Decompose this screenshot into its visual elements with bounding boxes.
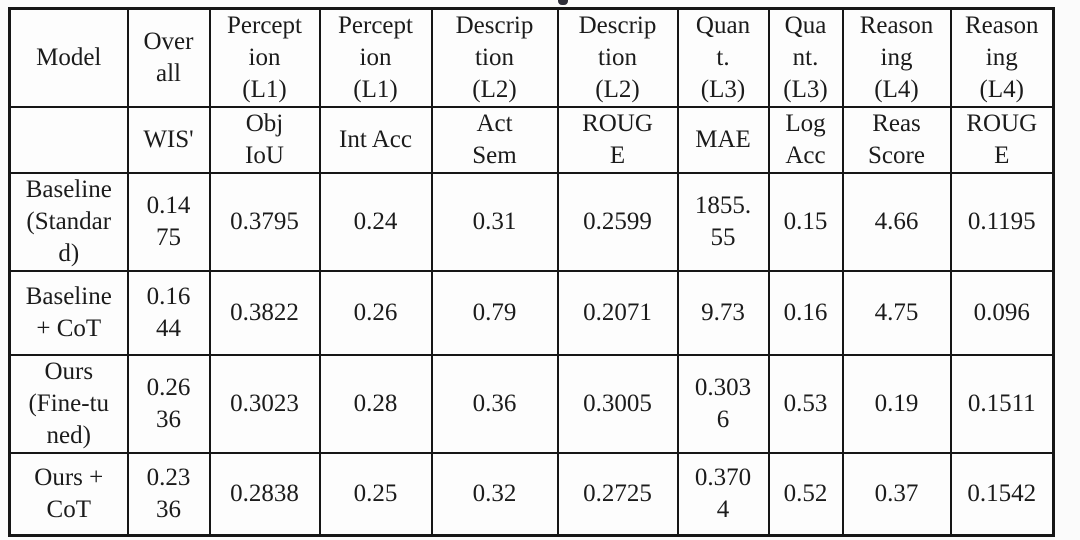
value-cell: 0.32: [430, 452, 559, 536]
group-header-cell: Quan t. (L3): [676, 7, 770, 108]
value-cell: 0.31: [430, 172, 559, 272]
group-header-cell: Descrip tion (L2): [556, 7, 679, 108]
metric-header-cell: ROUG E: [949, 106, 1055, 174]
value-cell: 0.2599: [556, 172, 679, 272]
value-cell: 0.2725: [556, 452, 679, 536]
value-cell: 0.25: [318, 452, 433, 536]
col-header-model: Model: [8, 7, 129, 108]
value-cell: 0.16 44: [126, 270, 211, 356]
cropped-caption-fragment: [558, 0, 568, 5]
value-cell: 1855. 55: [676, 172, 770, 272]
metric-header-cell: MAE: [676, 106, 770, 174]
value-cell: 0.3005: [556, 354, 679, 454]
value-cell: 0.53: [767, 354, 844, 454]
table-row: Baseline (Standar d) 0.14 75 0.3795 0.24…: [8, 172, 1055, 272]
model-cell: Baseline + CoT: [8, 270, 129, 356]
value-cell: 0.24: [318, 172, 433, 272]
value-cell: 4.66: [841, 172, 952, 272]
table-row: Baseline + CoT 0.16 44 0.3822 0.26 0.79 …: [8, 270, 1055, 356]
metric-header-row: WIS' Obj IoU Int Acc Act Sem ROUG E MAE …: [8, 106, 1055, 174]
value-cell: 0.26 36: [126, 354, 211, 454]
value-cell: 0.1511: [949, 354, 1055, 454]
table-row: Ours + CoT 0.23 36 0.2838 0.25 0.32 0.27…: [8, 452, 1055, 536]
value-cell: 0.370 4: [676, 452, 770, 536]
value-cell: 0.28: [318, 354, 433, 454]
table-row: Ours (Fine-tu ned) 0.26 36 0.3023 0.28 0…: [8, 354, 1055, 454]
metric-header-cell: Log Acc: [767, 106, 844, 174]
group-header-cell: Reason ing (L4): [841, 7, 952, 108]
model-cell: Ours (Fine-tu ned): [8, 354, 129, 454]
value-cell: 0.1195: [949, 172, 1055, 272]
group-header-cell: Reason ing (L4): [949, 7, 1055, 108]
model-cell: Baseline (Standar d): [8, 172, 129, 272]
metric-header-cell: Int Acc: [318, 106, 433, 174]
value-cell: 0.37: [841, 452, 952, 536]
group-header-cell: Over all: [126, 7, 211, 108]
value-cell: 0.23 36: [126, 452, 211, 536]
value-cell: 0.52: [767, 452, 844, 536]
value-cell: 0.16: [767, 270, 844, 356]
value-cell: 0.3795: [208, 172, 321, 272]
value-cell: 0.26: [318, 270, 433, 356]
value-cell: 4.75: [841, 270, 952, 356]
value-cell: 0.36: [430, 354, 559, 454]
group-header-cell: Percept ion (L1): [208, 7, 321, 108]
metric-header-cell: Reas Score: [841, 106, 952, 174]
metric-header-cell: WIS': [126, 106, 211, 174]
group-header-cell: Qua nt. (L3): [767, 7, 844, 108]
group-header-cell: Percept ion (L1): [318, 7, 433, 108]
value-cell: 0.1542: [949, 452, 1055, 536]
metric-header-cell: Obj IoU: [208, 106, 321, 174]
metric-header-cell: [8, 106, 129, 174]
value-cell: 0.19: [841, 354, 952, 454]
value-cell: 0.2071: [556, 270, 679, 356]
value-cell: 0.79: [430, 270, 559, 356]
value-cell: 0.303 6: [676, 354, 770, 454]
value-cell: 0.096: [949, 270, 1055, 356]
results-table: Model Over all Percept ion (L1) Percept …: [8, 7, 1055, 537]
value-cell: 0.14 75: [126, 172, 211, 272]
metric-header-cell: ROUG E: [556, 106, 679, 174]
model-cell: Ours + CoT: [8, 452, 129, 536]
group-header-cell: Descrip tion (L2): [430, 7, 559, 108]
metric-header-cell: Act Sem: [430, 106, 559, 174]
value-cell: 0.2838: [208, 452, 321, 536]
value-cell: 0.3822: [208, 270, 321, 356]
value-cell: 0.3023: [208, 354, 321, 454]
group-header-row: Model Over all Percept ion (L1) Percept …: [8, 7, 1055, 108]
value-cell: 0.15: [767, 172, 844, 272]
value-cell: 9.73: [676, 270, 770, 356]
